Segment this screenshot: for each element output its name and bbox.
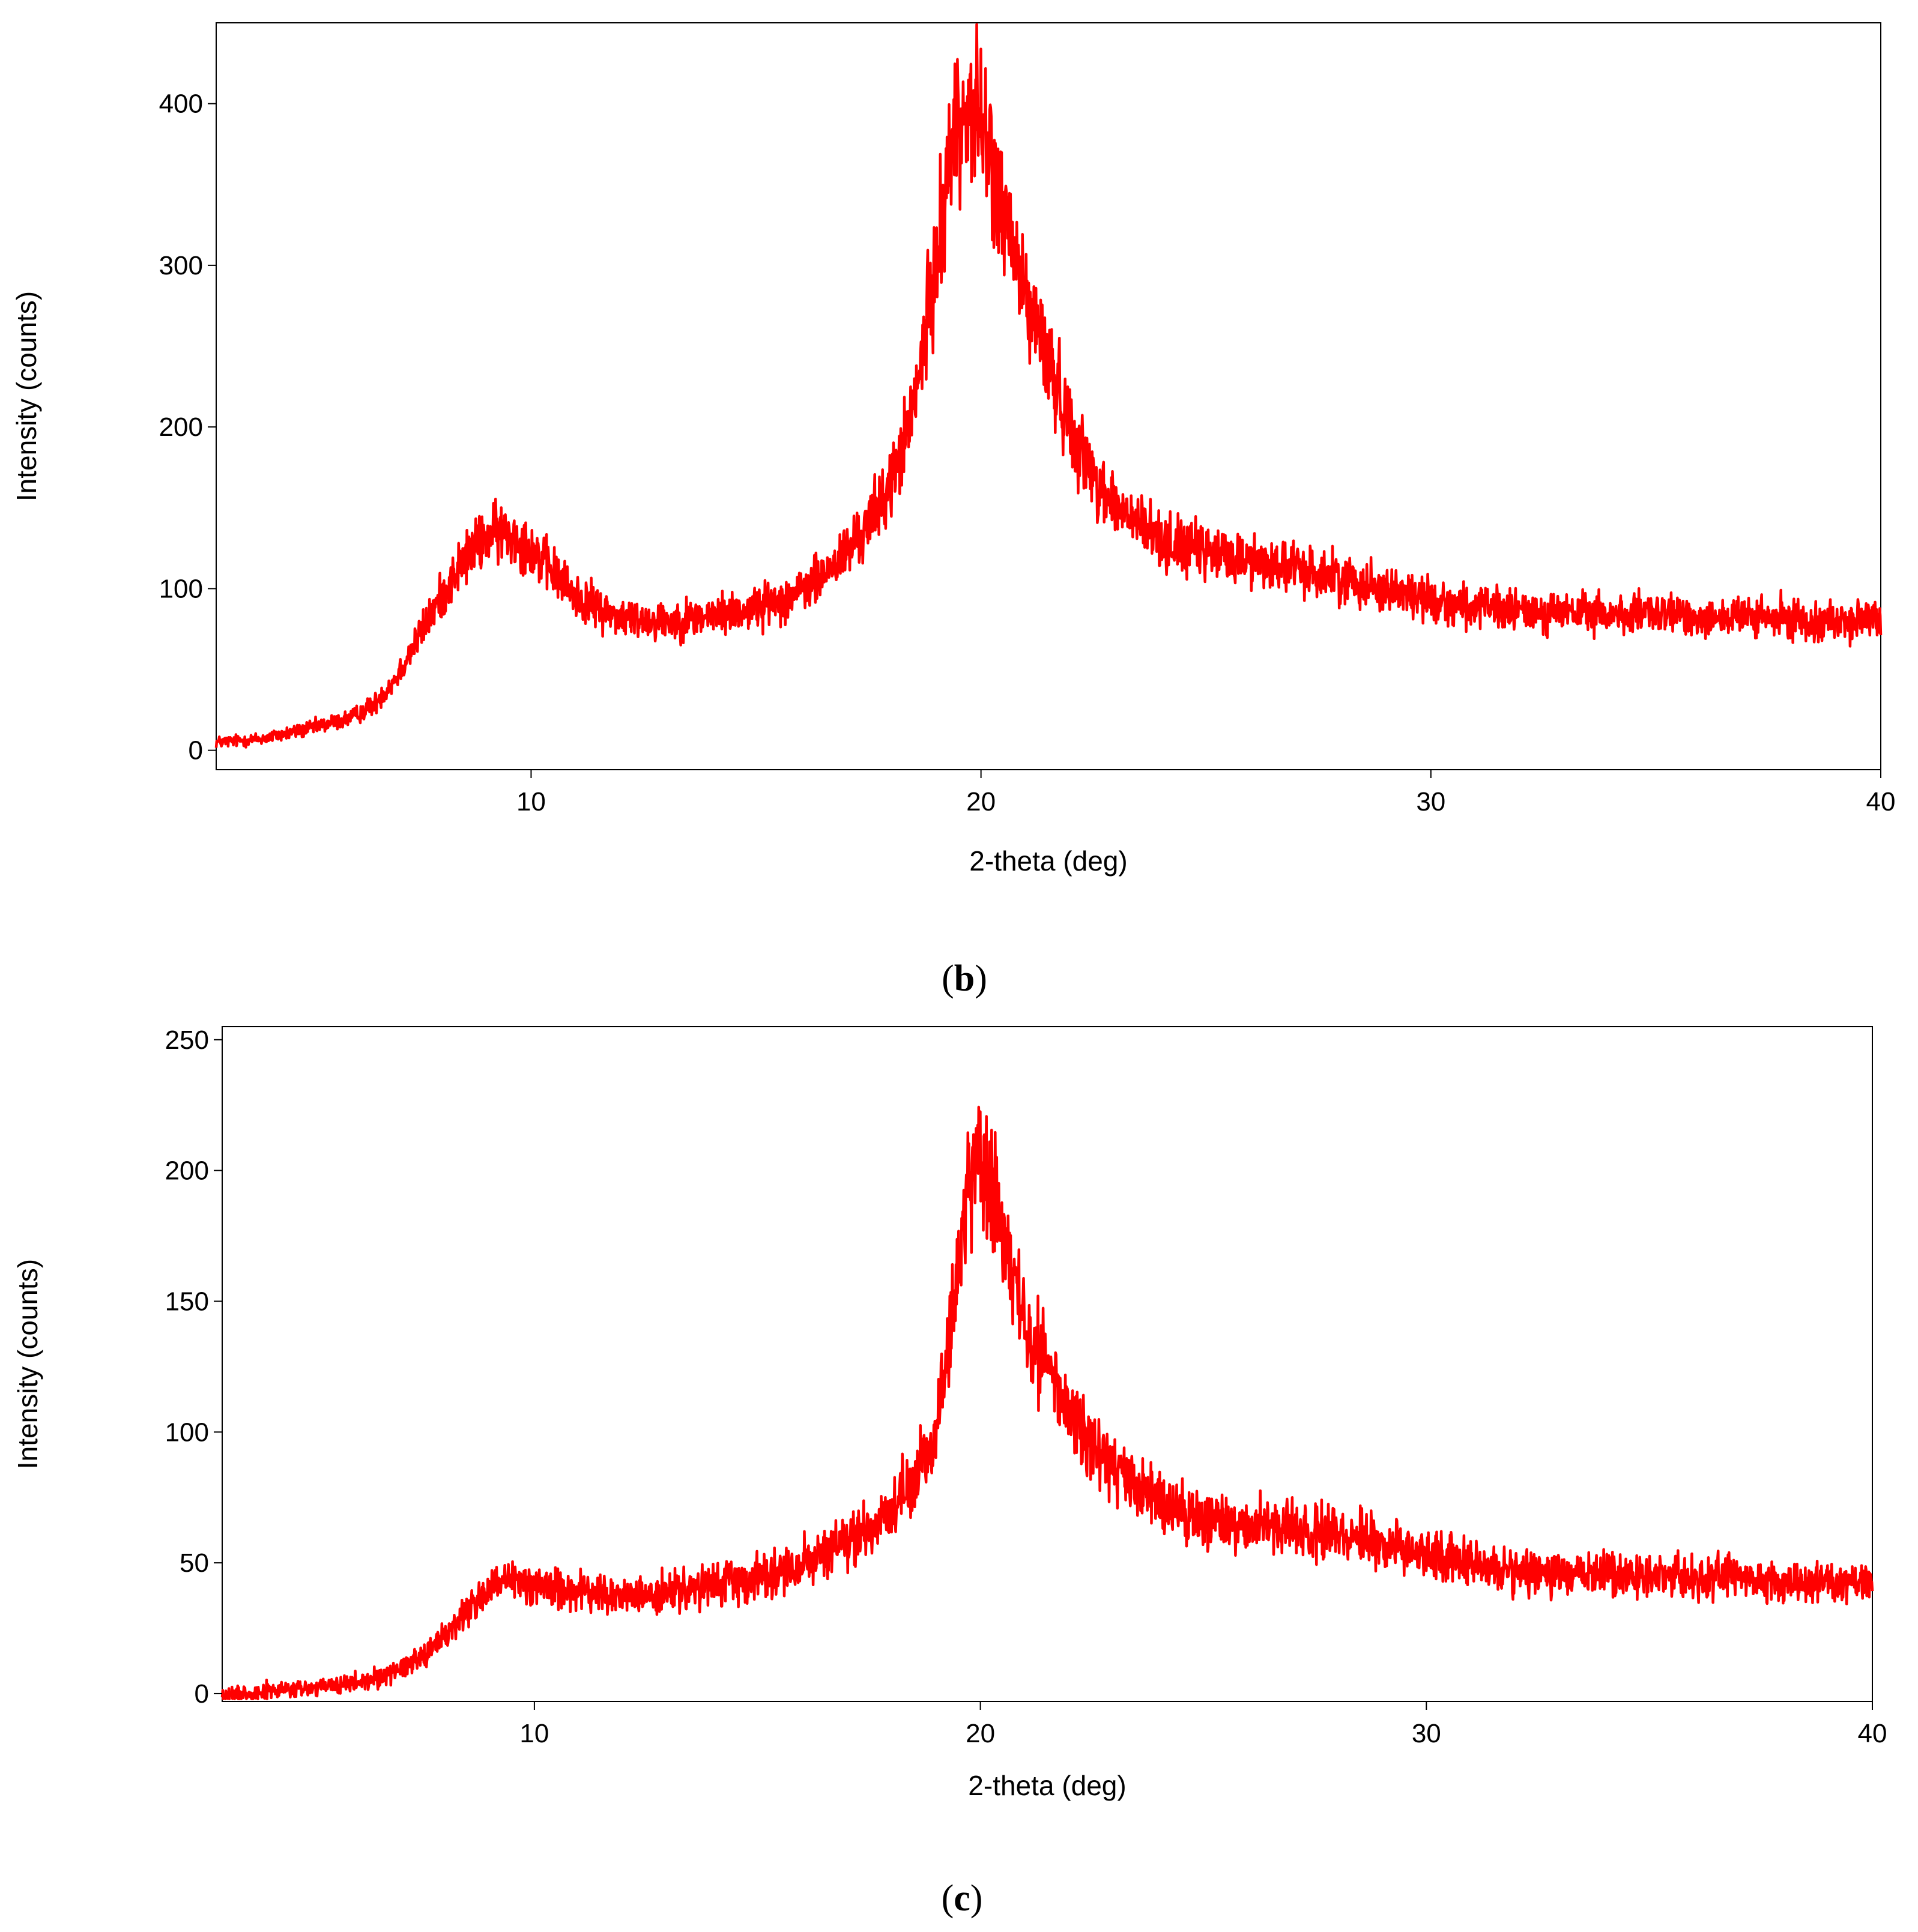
xrd-trace-b xyxy=(214,23,1883,749)
x-tick-label-b-30: 30 xyxy=(1416,787,1445,817)
panel-label-b: (b) xyxy=(942,958,987,999)
chart-panel-b: 0 100 200 300 400 10 20 30 40 Intensity (counts… xyxy=(11,22,1896,999)
x-ticks-b: 10 20 30 40 xyxy=(516,770,1896,817)
x-tick-label-c-40: 40 xyxy=(1858,1719,1887,1748)
y-tick-label-c-100: 100 xyxy=(165,1417,209,1447)
xrd-trace-c xyxy=(220,1105,1874,1700)
panel-label-open-c: ( xyxy=(942,1878,954,1919)
panel-label-close-c: ) xyxy=(970,1878,983,1919)
x-tick-label-c-20: 20 xyxy=(966,1719,995,1748)
x-tick-label-c-10: 10 xyxy=(519,1719,549,1748)
panel-label-letter-b: b xyxy=(954,958,975,999)
panel-label-open-b: ( xyxy=(942,958,954,999)
panel-label-close-b: ) xyxy=(975,958,987,999)
plot-frame-c xyxy=(222,1026,1873,1702)
y-tick-label-c-0: 0 xyxy=(195,1679,209,1709)
chart-panel-c: 0 50 100 150 200 250 10 20 30 40 Intensity (coun… xyxy=(12,1025,1887,1919)
x-tick-label-b-10: 10 xyxy=(516,787,546,817)
y-axis-title-b: Intensity (counts) xyxy=(11,291,42,501)
y-tick-label-c-150: 150 xyxy=(165,1287,209,1316)
panel-label-c: (c) xyxy=(942,1878,983,1919)
y-tick-label-b-300: 300 xyxy=(159,251,203,280)
y-tick-label-c-50: 50 xyxy=(180,1548,209,1578)
plot-frame-b xyxy=(216,22,1881,770)
x-axis-title-c: 2-theta (deg) xyxy=(968,1770,1126,1801)
x-tick-label-b-40: 40 xyxy=(1866,787,1896,817)
x-tick-label-c-30: 30 xyxy=(1412,1719,1441,1748)
y-tick-label-b-400: 400 xyxy=(159,89,203,119)
y-tick-label-c-250: 250 xyxy=(165,1025,209,1055)
y-tick-label-b-200: 200 xyxy=(159,412,203,442)
y-ticks-b: 0 100 200 300 400 xyxy=(159,89,216,765)
x-axis-title-b: 2-theta (deg) xyxy=(969,845,1127,877)
panel-label-letter-c: c xyxy=(954,1878,970,1919)
y-tick-label-b-100: 100 xyxy=(159,574,203,603)
y-tick-label-b-0: 0 xyxy=(189,736,203,765)
y-axis-title-c: Intensity (counts) xyxy=(12,1259,43,1469)
x-ticks-c: 10 20 30 40 xyxy=(519,1701,1887,1748)
x-tick-label-b-20: 20 xyxy=(966,787,996,817)
y-ticks-c: 0 50 100 150 200 250 xyxy=(165,1025,222,1709)
y-tick-label-c-200: 200 xyxy=(165,1156,209,1186)
